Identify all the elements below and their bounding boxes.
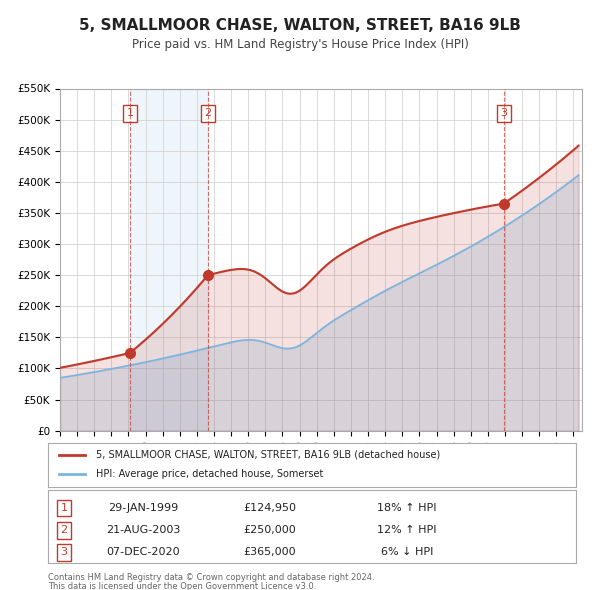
- Text: Contains HM Land Registry data © Crown copyright and database right 2024.: Contains HM Land Registry data © Crown c…: [48, 573, 374, 582]
- Text: 2: 2: [205, 109, 211, 119]
- Text: 1: 1: [127, 109, 133, 119]
- Text: 29-JAN-1999: 29-JAN-1999: [108, 503, 178, 513]
- Text: 12% ↑ HPI: 12% ↑ HPI: [377, 525, 437, 535]
- Bar: [130, 88, 208, 431]
- Text: 5, SMALLMOOR CHASE, WALTON, STREET, BA16 9LB: 5, SMALLMOOR CHASE, WALTON, STREET, BA16…: [79, 18, 521, 32]
- Text: 5, SMALLMOOR CHASE, WALTON, STREET, BA16 9LB (detached house): 5, SMALLMOOR CHASE, WALTON, STREET, BA16…: [95, 450, 440, 460]
- Text: £250,000: £250,000: [244, 525, 296, 535]
- Text: 3: 3: [500, 109, 507, 119]
- Text: 3: 3: [61, 548, 67, 558]
- Text: Price paid vs. HM Land Registry's House Price Index (HPI): Price paid vs. HM Land Registry's House …: [131, 38, 469, 51]
- Text: 6% ↓ HPI: 6% ↓ HPI: [381, 548, 433, 558]
- Text: 1: 1: [61, 503, 67, 513]
- Text: £365,000: £365,000: [244, 548, 296, 558]
- Text: 21-AUG-2003: 21-AUG-2003: [106, 525, 180, 535]
- Text: £124,950: £124,950: [243, 503, 296, 513]
- Text: 07-DEC-2020: 07-DEC-2020: [106, 548, 180, 558]
- Text: HPI: Average price, detached house, Somerset: HPI: Average price, detached house, Some…: [95, 470, 323, 479]
- Text: 18% ↑ HPI: 18% ↑ HPI: [377, 503, 437, 513]
- Text: This data is licensed under the Open Government Licence v3.0.: This data is licensed under the Open Gov…: [48, 582, 316, 590]
- Text: 2: 2: [60, 525, 67, 535]
